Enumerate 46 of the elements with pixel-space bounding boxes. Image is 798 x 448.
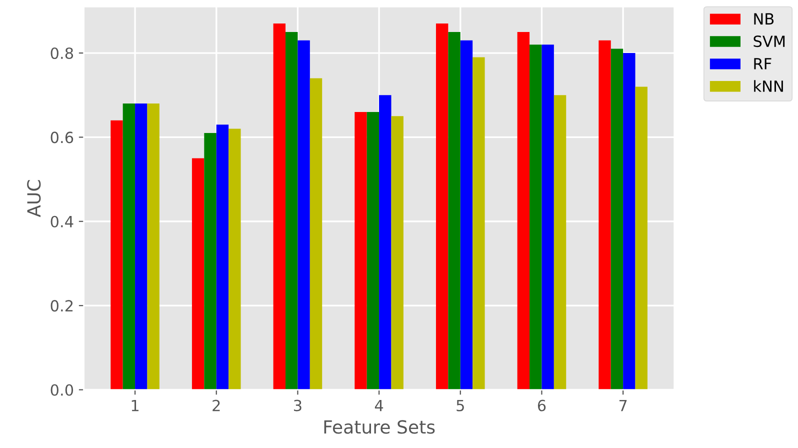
bar xyxy=(635,86,648,390)
y-axis-title: AUC xyxy=(27,180,41,218)
bar xyxy=(436,24,448,390)
bar xyxy=(379,95,392,390)
bar xyxy=(391,116,404,390)
x-tick-label: 6 xyxy=(538,400,546,412)
bar xyxy=(273,24,286,390)
bar xyxy=(542,44,554,390)
bar xyxy=(135,104,148,390)
bar xyxy=(554,95,566,390)
bar xyxy=(610,48,624,390)
legend-label: NB xyxy=(754,13,774,24)
x-tick-label: 1 xyxy=(132,400,138,412)
legend-label: RF xyxy=(754,58,772,70)
bar xyxy=(623,53,636,390)
legend-label: kNN xyxy=(754,80,783,92)
x-tick-label: 4 xyxy=(374,400,384,412)
bar xyxy=(204,132,216,390)
bar xyxy=(366,112,380,390)
x-axis-title: Feature Sets xyxy=(324,420,435,434)
bar xyxy=(216,124,229,390)
y-tick-label: 0.2 xyxy=(50,300,73,312)
x-tick-label: 2 xyxy=(212,400,220,412)
bar xyxy=(472,57,485,390)
bar xyxy=(286,32,298,390)
bar xyxy=(122,104,136,390)
x-tick-label: 7 xyxy=(619,400,627,412)
y-tick-label: 0.6 xyxy=(50,132,74,144)
bar xyxy=(448,32,460,390)
y-tick-label: 0.8 xyxy=(50,47,74,60)
bar xyxy=(354,112,367,390)
x-tick-label: 5 xyxy=(456,400,464,412)
bar xyxy=(530,44,542,390)
bar xyxy=(192,158,204,390)
y-tick-label: 0.0 xyxy=(50,384,74,396)
bar xyxy=(517,32,530,390)
bar xyxy=(460,40,473,390)
legend-label: SVM xyxy=(754,36,785,48)
bar xyxy=(598,40,611,390)
y-tick-label: 0.4 xyxy=(50,216,74,228)
bar xyxy=(298,40,310,390)
bar xyxy=(110,120,123,390)
x-tick-label: 3 xyxy=(294,400,302,412)
bar xyxy=(228,128,241,390)
bar xyxy=(147,104,160,390)
bar xyxy=(310,78,322,390)
